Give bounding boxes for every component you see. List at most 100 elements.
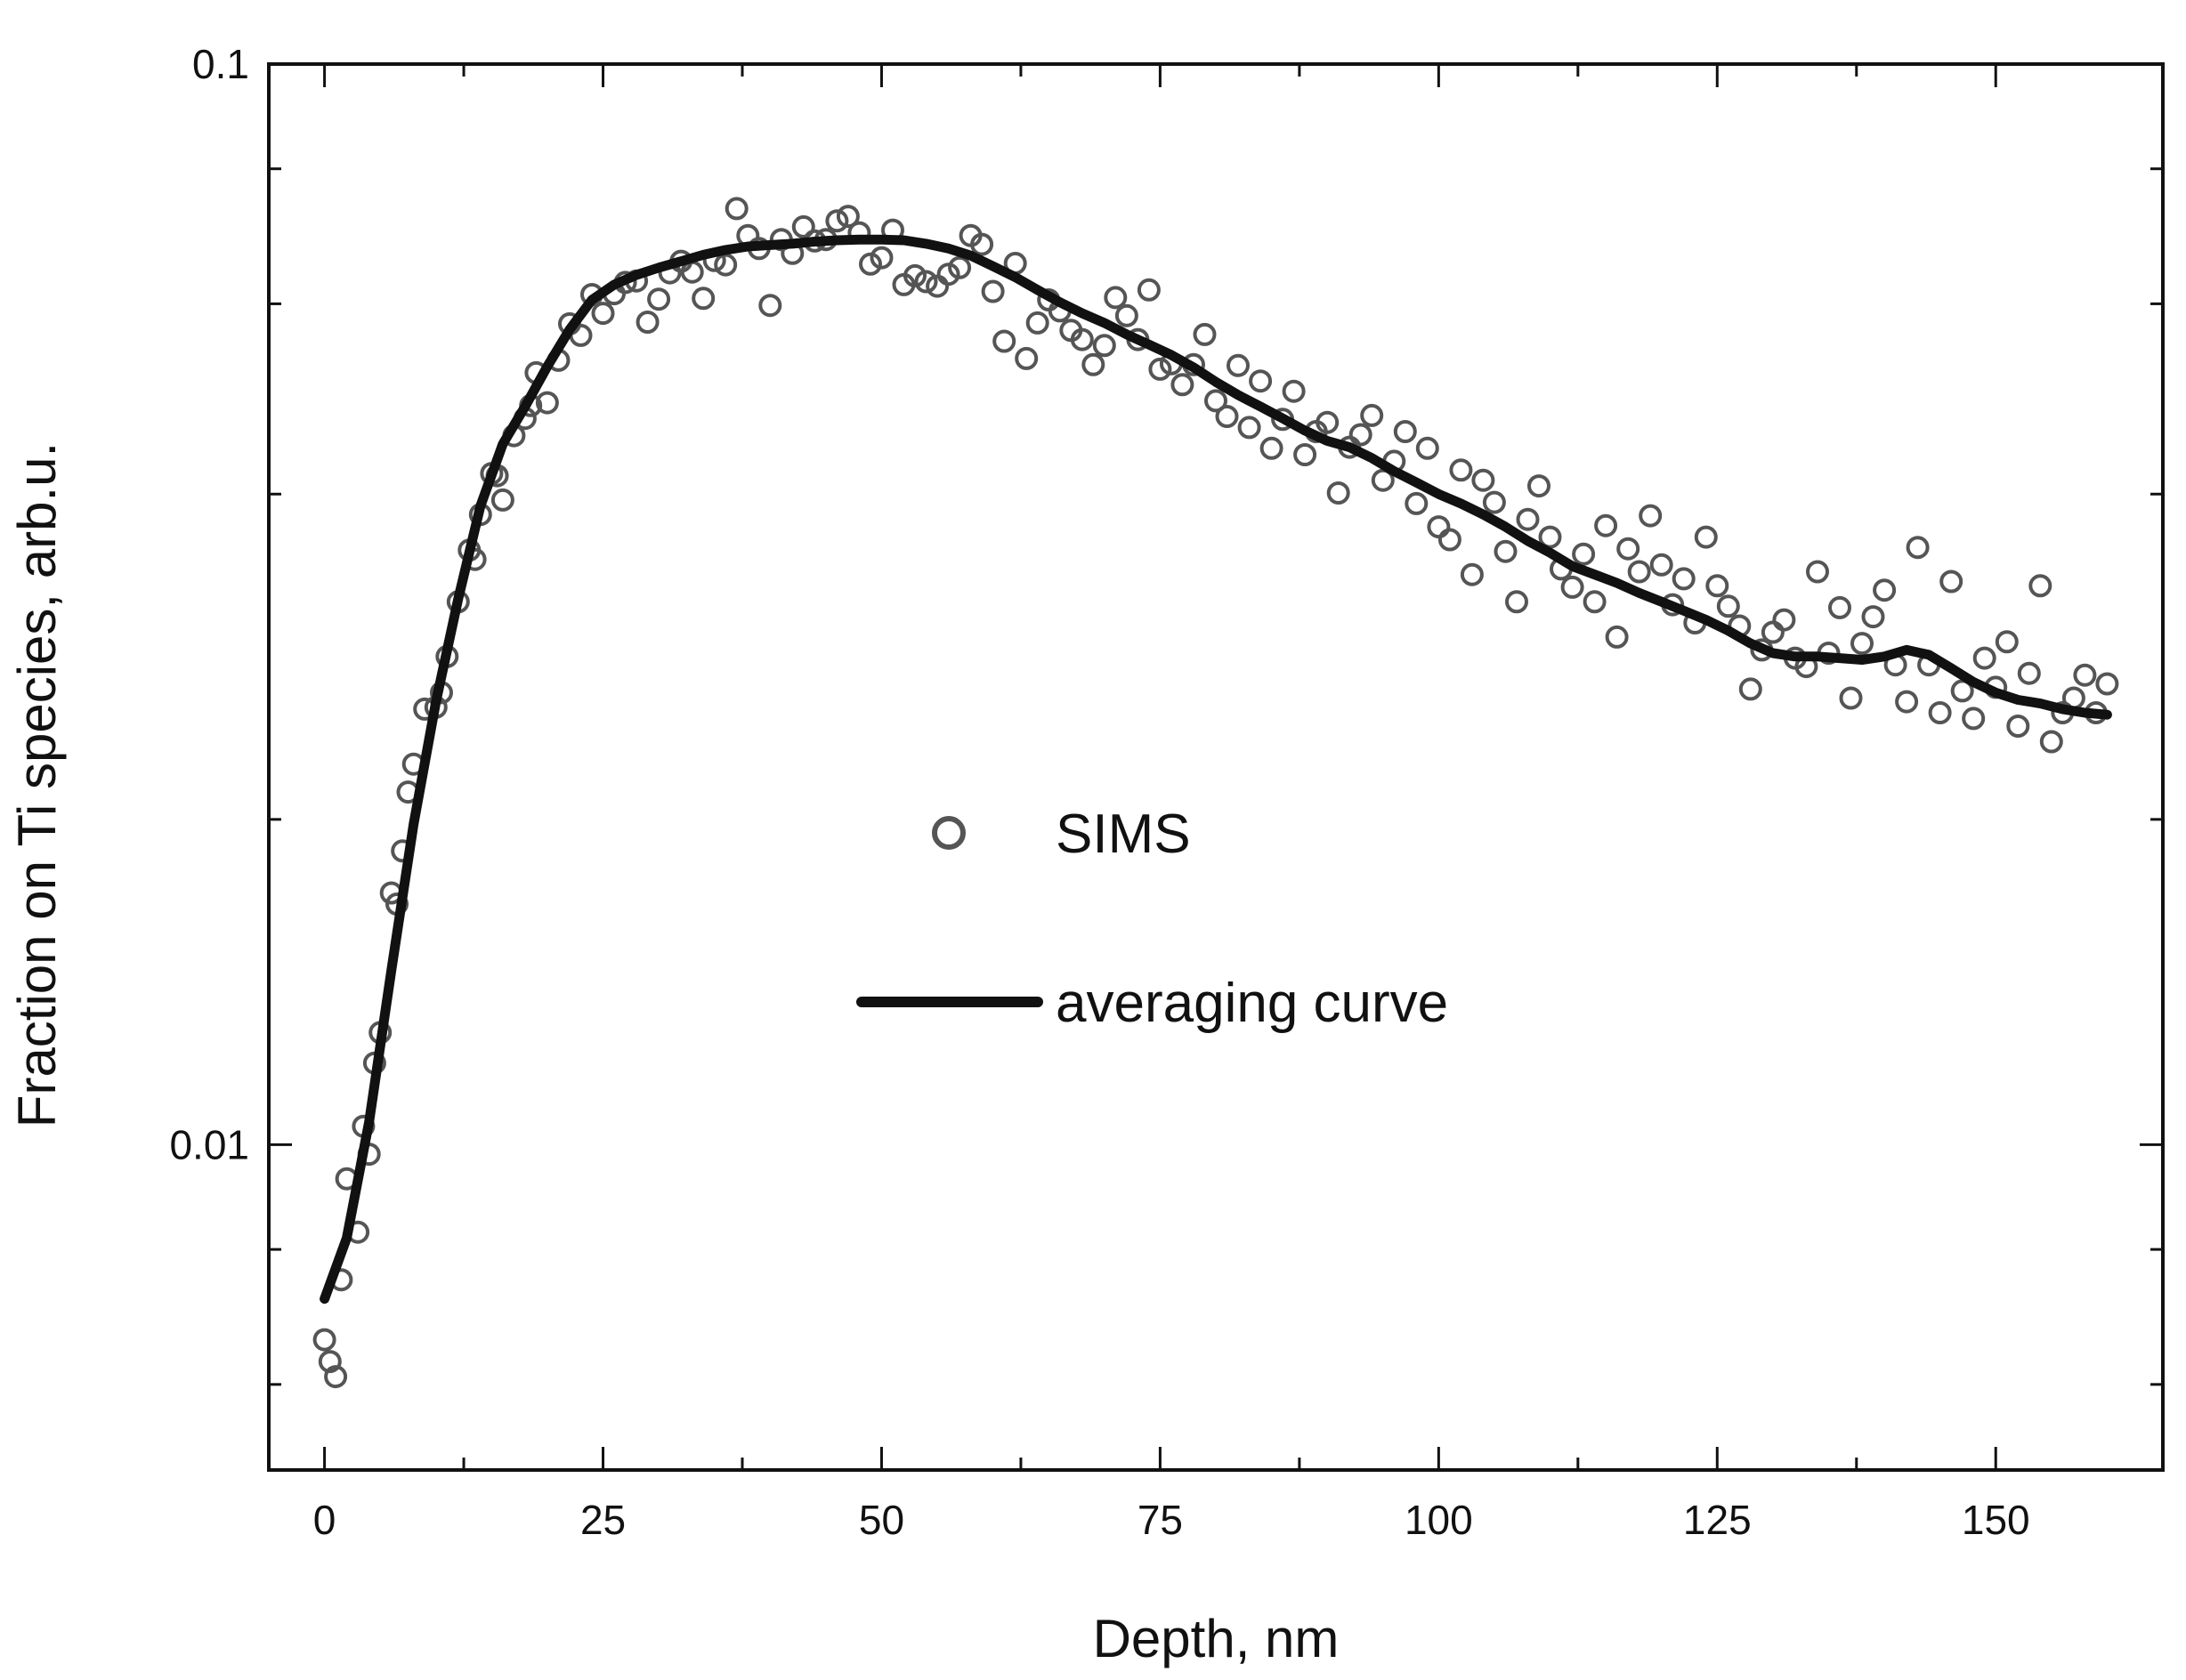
legend-sims-label: SIMS	[1056, 804, 1191, 865]
sims-data-point	[1995, 630, 2019, 654]
sims-data-point	[1104, 286, 1128, 310]
sims-data-point	[1393, 420, 1417, 443]
sims-data-point	[1972, 646, 1996, 670]
sims-data-point	[1437, 528, 1461, 552]
sims-data-point	[1672, 567, 1696, 591]
sims-data-point	[758, 294, 782, 318]
x-axis-title: Depth, nm	[1093, 1609, 1340, 1668]
sims-data-point	[318, 1350, 342, 1374]
sims-data-point	[1415, 436, 1439, 460]
sims-data-point	[1070, 327, 1094, 351]
sims-data-point	[1928, 701, 1952, 724]
sims-data-point	[1873, 578, 1897, 602]
sims-data-point	[1906, 536, 1930, 560]
sims-markers	[312, 197, 2119, 1389]
sims-data-point	[970, 232, 994, 256]
legend: SIMS averaging curve	[856, 804, 1448, 1034]
sims-data-point	[1505, 590, 1528, 614]
sims-data-point	[1204, 389, 1227, 413]
sims-data-point	[1806, 560, 1829, 584]
sims-data-point	[1560, 575, 1584, 599]
x-tick-label: 75	[1138, 1497, 1183, 1543]
sims-data-point	[2073, 663, 2097, 687]
sims-data-point	[1572, 542, 1596, 566]
x-tick-label: 100	[1405, 1497, 1473, 1543]
sims-data-point	[1249, 369, 1273, 393]
sims-data-point	[1705, 574, 1729, 598]
x-tick-label: 0	[313, 1497, 336, 1543]
sims-data-point	[870, 246, 894, 270]
sims-data-point	[1482, 490, 1506, 514]
sims-data-point	[725, 197, 749, 221]
x-tick-label: 125	[1683, 1497, 1752, 1543]
y-tick-label: 0.1	[192, 41, 249, 87]
sims-data-point	[1215, 405, 1239, 428]
sims-data-point	[1137, 278, 1161, 302]
sims-data-point	[714, 253, 738, 277]
legend-averaging-curve-label: averaging curve	[1056, 973, 1448, 1034]
sims-data-point	[535, 391, 559, 415]
sims-data-point	[1460, 562, 1484, 586]
sims-data-point	[992, 329, 1016, 353]
sims-data-point	[1939, 569, 1963, 594]
sims-data-point	[692, 287, 716, 311]
sims-data-point	[2095, 672, 2119, 696]
sims-data-point	[1839, 686, 1863, 710]
sims-data-point	[1527, 474, 1550, 498]
sims-data-point	[2039, 730, 2063, 754]
sims-data-point	[647, 287, 671, 311]
sims-data-point	[1649, 553, 1673, 577]
plot-frame	[267, 62, 2165, 1472]
sims-data-point	[791, 214, 815, 238]
sims-data-point	[1371, 468, 1395, 492]
sims-data-point	[1348, 423, 1372, 447]
sims-data-point	[1360, 403, 1384, 427]
sims-data-point	[1237, 416, 1261, 440]
sims-data-point	[1025, 311, 1049, 335]
sims-data-point	[936, 262, 960, 287]
sims-data-point	[312, 1328, 336, 1352]
sims-data-point	[1259, 436, 1283, 460]
sims-data-point	[1605, 625, 1629, 649]
y-axis-title: Fraction on Ti species, arb.u.	[7, 442, 67, 1127]
sims-data-point	[981, 279, 1005, 303]
sims-data-point	[903, 263, 927, 287]
x-tick-label: 50	[859, 1497, 904, 1543]
sims-data-point	[1092, 334, 1116, 358]
sims-data-point	[1282, 379, 1306, 403]
sims-data-point	[490, 488, 514, 512]
sims-data-point	[2006, 715, 2030, 738]
sims-data-point	[1772, 608, 1796, 632]
sims-data-point	[1694, 525, 1718, 549]
averaging-curve-line	[320, 234, 2112, 1304]
sims-data-point	[1594, 513, 1618, 537]
sims-data-point	[1861, 605, 1885, 629]
averaging-curve-group	[320, 234, 2112, 1304]
sims-data-point	[825, 209, 849, 233]
sims-data-point	[1227, 353, 1250, 377]
sims-data-point	[1627, 560, 1651, 584]
sims-data-point	[1449, 458, 1473, 482]
sims-data-point	[1850, 632, 1874, 656]
x-tick-label: 150	[1962, 1497, 2030, 1543]
sims-data-point	[1895, 690, 1919, 714]
sims-data-point	[1015, 346, 1039, 370]
sims-data-point	[1170, 373, 1194, 397]
sims-data-point	[1716, 594, 1740, 618]
sims-data-point	[1950, 679, 1974, 703]
sims-data-point	[2028, 574, 2052, 598]
sims-data-point	[1828, 595, 1851, 619]
sims-data-point	[859, 252, 882, 276]
sims-data-point	[636, 311, 660, 334]
y-tick-label: 0.01	[169, 1121, 249, 1167]
sims-data-point	[1081, 352, 1105, 376]
sims-data-point	[836, 205, 860, 229]
sims-data-point	[1148, 357, 1172, 381]
sims-data-point	[1405, 491, 1429, 515]
sims-data-point	[1316, 410, 1340, 434]
sims-data-point	[948, 255, 972, 279]
legend-sims-marker-icon	[932, 816, 966, 850]
sims-data-point	[324, 1365, 348, 1389]
